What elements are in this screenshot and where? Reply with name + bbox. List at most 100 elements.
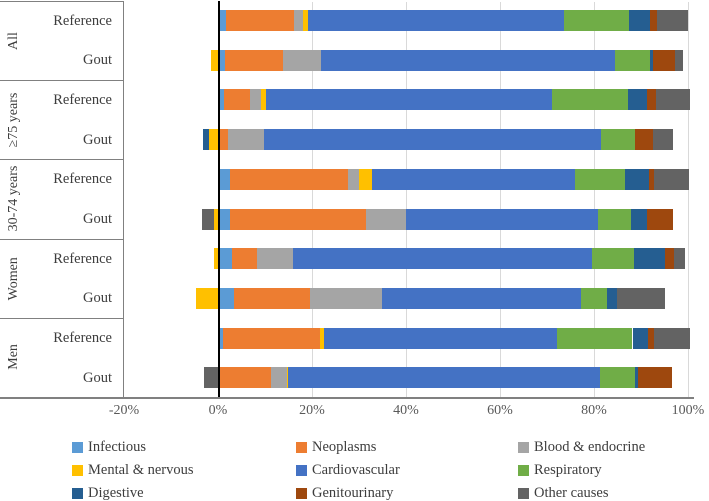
legend-label: Other causes <box>534 485 609 501</box>
bar-segment-neoplasms <box>230 168 349 190</box>
bar-segment-mental-nervous <box>359 168 373 190</box>
bar-segment-neoplasms <box>230 208 366 230</box>
bar-segment-genitourinary <box>634 129 653 151</box>
gridline <box>312 2 313 397</box>
bar-segment-infectious <box>218 10 226 31</box>
row-label: Reference <box>53 91 112 108</box>
legend-swatch-icon <box>72 488 83 499</box>
bar-segment-other-causes <box>203 367 218 389</box>
legend-swatch-icon <box>518 465 529 476</box>
gridline <box>688 2 689 397</box>
bar-segment-cardiovascular <box>265 89 553 111</box>
row-label: Gout <box>83 131 112 148</box>
bar-segment-respiratory <box>600 367 635 389</box>
bar-segment-blood-endocrine <box>250 89 261 111</box>
bar-segment-digestive <box>649 49 653 71</box>
group-separator <box>0 318 124 319</box>
bar-segment-mental-nervous <box>260 89 266 111</box>
legend-label: Neoplasms <box>312 439 377 455</box>
bar-segment-respiratory <box>557 327 633 349</box>
bar-segment-respiratory <box>575 168 625 190</box>
bar-segment-digestive <box>628 89 648 111</box>
bar-segment-respiratory <box>601 129 635 151</box>
bar-segment-cardiovascular <box>293 248 593 270</box>
bar-segment-neoplasms <box>218 367 272 389</box>
row-label: Gout <box>83 369 112 386</box>
legend-label: Cardiovascular <box>312 462 400 478</box>
bar-segment-infectious <box>218 168 231 190</box>
legend-item-other-causes: Other causes <box>518 485 698 501</box>
bar-segment-other-causes <box>657 10 688 31</box>
gridline <box>500 2 501 397</box>
bar-segment-genitourinary <box>637 367 673 389</box>
bar-segment-genitourinary <box>652 49 675 71</box>
bar-segment-mental-nervous <box>320 327 325 349</box>
legend-item-neoplasms: Neoplasms <box>296 439 476 455</box>
bar-segment-respiratory <box>563 10 629 31</box>
bar-segment-digestive <box>634 248 665 270</box>
bar-segment-infectious <box>218 49 226 71</box>
label-column-divider <box>123 1 124 397</box>
bar-segment-other-causes <box>652 129 673 151</box>
legend-item-cardiovascular: Cardiovascular <box>296 462 476 478</box>
x-tick-label: 100% <box>671 403 705 418</box>
bar-segment-neoplasms <box>218 129 228 151</box>
legend-swatch-icon <box>296 442 307 453</box>
bar-segment-mental-nervous <box>287 367 288 389</box>
legend-item-mental-nervous: Mental & nervous <box>72 462 252 478</box>
bar-segment-neoplasms <box>224 89 250 111</box>
bar-segment-infectious <box>218 89 225 111</box>
bar-segment-cardiovascular <box>382 287 581 309</box>
bar-segment-other-causes <box>201 208 214 230</box>
legend-label: Infectious <box>88 439 146 455</box>
row-label: Reference <box>53 330 112 347</box>
bar-segment-infectious <box>218 208 231 230</box>
bar-segment-other-causes <box>673 248 685 270</box>
bar-segment-respiratory <box>592 248 634 270</box>
row-label: Reference <box>53 171 112 188</box>
bar-segment-cardiovascular <box>264 129 602 151</box>
bar-segment-mental-nervous <box>303 10 309 31</box>
row-label: Gout <box>83 52 112 69</box>
bar-segment-respiratory <box>615 49 650 71</box>
bar-segment-cardiovascular <box>324 327 558 349</box>
bar-segment-neoplasms <box>226 10 295 31</box>
gridline <box>406 2 407 397</box>
bar-segment-genitourinary <box>649 10 657 31</box>
bar-segment-neoplasms <box>234 287 311 309</box>
row-label: Gout <box>83 211 112 227</box>
bar-segment-other-causes <box>656 89 690 111</box>
legend-swatch-icon <box>296 465 307 476</box>
bar-segment-genitourinary <box>647 89 656 111</box>
bar-segment-blood-endocrine <box>282 49 321 71</box>
bar-segment-cardiovascular <box>406 208 599 230</box>
bar-segment-infectious <box>218 287 234 309</box>
row-label: Reference <box>53 12 112 29</box>
bar-segment-digestive <box>631 208 648 230</box>
bar-segment-cardiovascular <box>288 367 601 389</box>
bar-segment-other-causes <box>674 49 683 71</box>
bar-segment-blood-endocrine <box>310 287 382 309</box>
legend-item-genitourinary: Genitourinary <box>296 485 476 501</box>
group-separator <box>0 80 124 81</box>
x-tick-label: 40% <box>393 403 419 418</box>
bar-segment-neoplasms <box>223 327 320 349</box>
legend-swatch-icon <box>518 442 529 453</box>
bar-segment-cardiovascular <box>372 168 576 190</box>
bar-segment-mental-nervous <box>209 129 218 151</box>
bar-segment-other-causes <box>616 287 666 309</box>
legend-label: Respiratory <box>534 462 602 478</box>
legend-swatch-icon <box>72 442 83 453</box>
x-tick-label: 60% <box>487 403 513 418</box>
legend-swatch-icon <box>296 488 307 499</box>
x-tick-label: 80% <box>581 403 607 418</box>
bar-segment-mental-nervous <box>195 287 218 309</box>
legend-item-blood-endocrine: Blood & endocrine <box>518 439 698 455</box>
bar-segment-blood-endocrine <box>366 208 407 230</box>
bar-segment-blood-endocrine <box>227 129 265 151</box>
x-tick-label: 20% <box>299 403 325 418</box>
bar-segment-blood-endocrine <box>348 168 359 190</box>
bar-segment-digestive <box>634 367 638 389</box>
